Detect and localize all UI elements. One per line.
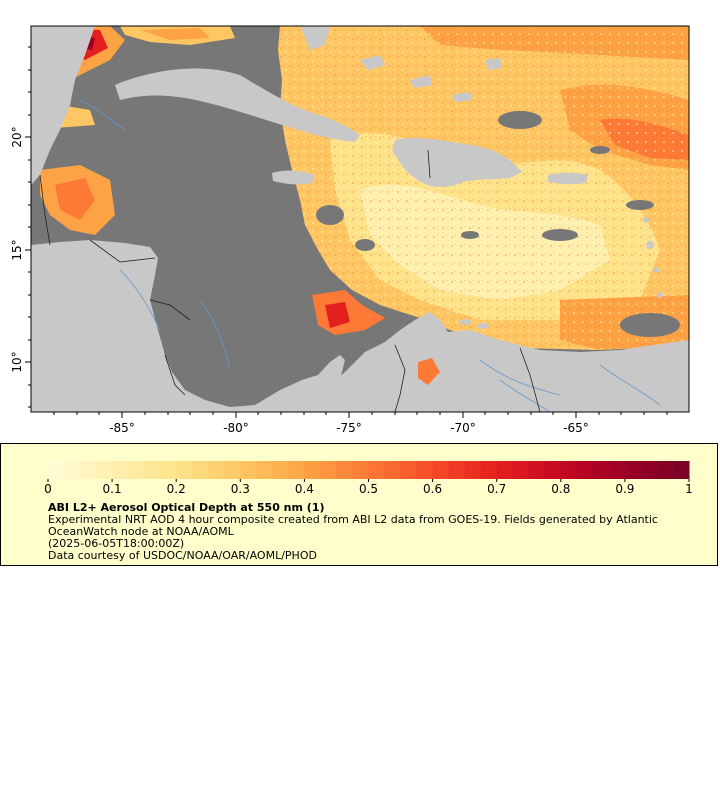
colorbar-swatch xyxy=(304,461,321,479)
land-masses xyxy=(31,26,689,412)
colorbar: 0 0.1 0.2 0.3 0.4 0.5 0.6 0.7 0.8 0.9 1 xyxy=(44,461,693,496)
rivers xyxy=(79,99,661,412)
colorbar-tick-label: 0.6 xyxy=(423,482,442,496)
colorbar-tick-label: 0.1 xyxy=(103,482,122,496)
colorbar-swatch xyxy=(336,461,353,479)
colorbar-swatch xyxy=(352,461,369,479)
colorbar-tick-label: 0.9 xyxy=(615,482,634,496)
legend-panel: 0 0.1 0.2 0.3 0.4 0.5 0.6 0.7 0.8 0.9 1 ABI L2+ Ae… xyxy=(0,443,718,566)
colorbar-swatch xyxy=(64,461,81,479)
lon-label: -70° xyxy=(450,421,476,435)
map-frame xyxy=(30,25,690,413)
colorbar-swatch xyxy=(448,461,466,479)
colorbar-swatch xyxy=(272,461,289,479)
colorbar-swatch xyxy=(48,461,65,479)
aod-map: 10° 15° 20° -85° -80° -75° -70° -65° xyxy=(10,25,690,435)
lake-maracaibo xyxy=(418,358,440,385)
colorbar-swatch xyxy=(432,461,450,479)
colorbar-swatch xyxy=(512,461,530,479)
colorbar-swatch xyxy=(96,461,113,479)
colorbar-swatch xyxy=(496,461,514,479)
colorbar-tick-label: 0.2 xyxy=(167,482,186,496)
lat-axis xyxy=(25,46,31,408)
colorbar-swatch xyxy=(224,461,241,479)
colorbar-swatch xyxy=(480,461,498,479)
colorbar-swatch xyxy=(128,461,145,479)
lat-label: 15° xyxy=(10,239,24,260)
colorbar-tick-label: 0.8 xyxy=(551,482,570,496)
colorbar-tick-label: 0 xyxy=(44,482,52,496)
colorbar-swatch xyxy=(624,461,642,479)
colorbar-swatch xyxy=(320,461,337,479)
colorbar-swatch xyxy=(656,461,674,479)
colorbar-tick-label: 0.3 xyxy=(231,482,250,496)
colorbar-ticks: 0 0.1 0.2 0.3 0.4 0.5 0.6 0.7 0.8 0.9 1 xyxy=(44,479,693,496)
colorbar-swatch xyxy=(640,461,658,479)
colorbar-swatch xyxy=(592,461,610,479)
colorbar-swatch xyxy=(384,461,402,479)
legend-description: OceanWatch node at NOAA/AOML xyxy=(48,525,234,538)
colorbar-swatch xyxy=(608,461,626,479)
colorbar-tick-label: 0.4 xyxy=(295,482,314,496)
colorbar-swatch xyxy=(240,461,257,479)
legend-title: ABI L2+ Aerosol Optical Depth at 550 nm … xyxy=(48,501,325,514)
colorbar-swatch xyxy=(176,461,193,479)
lat-label: 20° xyxy=(10,126,24,147)
lon-label: -80° xyxy=(223,421,249,435)
lon-label: -85° xyxy=(109,421,135,435)
colorbar-swatch xyxy=(144,461,161,479)
colorbar-swatch xyxy=(80,461,97,479)
colorbar-swatch xyxy=(560,461,578,479)
colorbar-swatch xyxy=(400,461,418,479)
colorbar-tick-label: 1 xyxy=(685,482,693,496)
colorbar-swatch xyxy=(672,461,690,479)
lon-axis xyxy=(53,412,668,418)
lon-label: -75° xyxy=(336,421,362,435)
legend-credit: Data courtesy of USDOC/NOAA/OAR/AOML/PHO… xyxy=(48,549,317,562)
colorbar-swatch xyxy=(464,461,482,479)
lat-label: 10° xyxy=(10,351,24,372)
colorbar-tick-label: 0.7 xyxy=(487,482,506,496)
colorbar-swatch xyxy=(528,461,546,479)
map-svg: 10° 15° 20° -85° -80° -75° -70° -65° xyxy=(10,25,690,435)
country-borders xyxy=(39,149,541,412)
colorbar-swatch xyxy=(576,461,594,479)
colorbar-swatches xyxy=(48,461,690,479)
colorbar-swatch xyxy=(192,461,209,479)
colorbar-swatch xyxy=(160,461,177,479)
colorbar-swatch xyxy=(544,461,562,479)
colorbar-swatch xyxy=(288,461,305,479)
colorbar-swatch xyxy=(208,461,225,479)
colorbar-swatch xyxy=(256,461,273,479)
colorbar-tick-label: 0.5 xyxy=(359,482,378,496)
legend-timestamp: (2025-06-05T18:00:00Z) xyxy=(48,537,185,550)
colorbar-swatch xyxy=(112,461,129,479)
legend-description: Experimental NRT AOD 4 hour composite cr… xyxy=(48,513,658,526)
lon-label: -65° xyxy=(563,421,589,435)
colorbar-swatch xyxy=(368,461,386,479)
colorbar-swatch xyxy=(416,461,434,479)
